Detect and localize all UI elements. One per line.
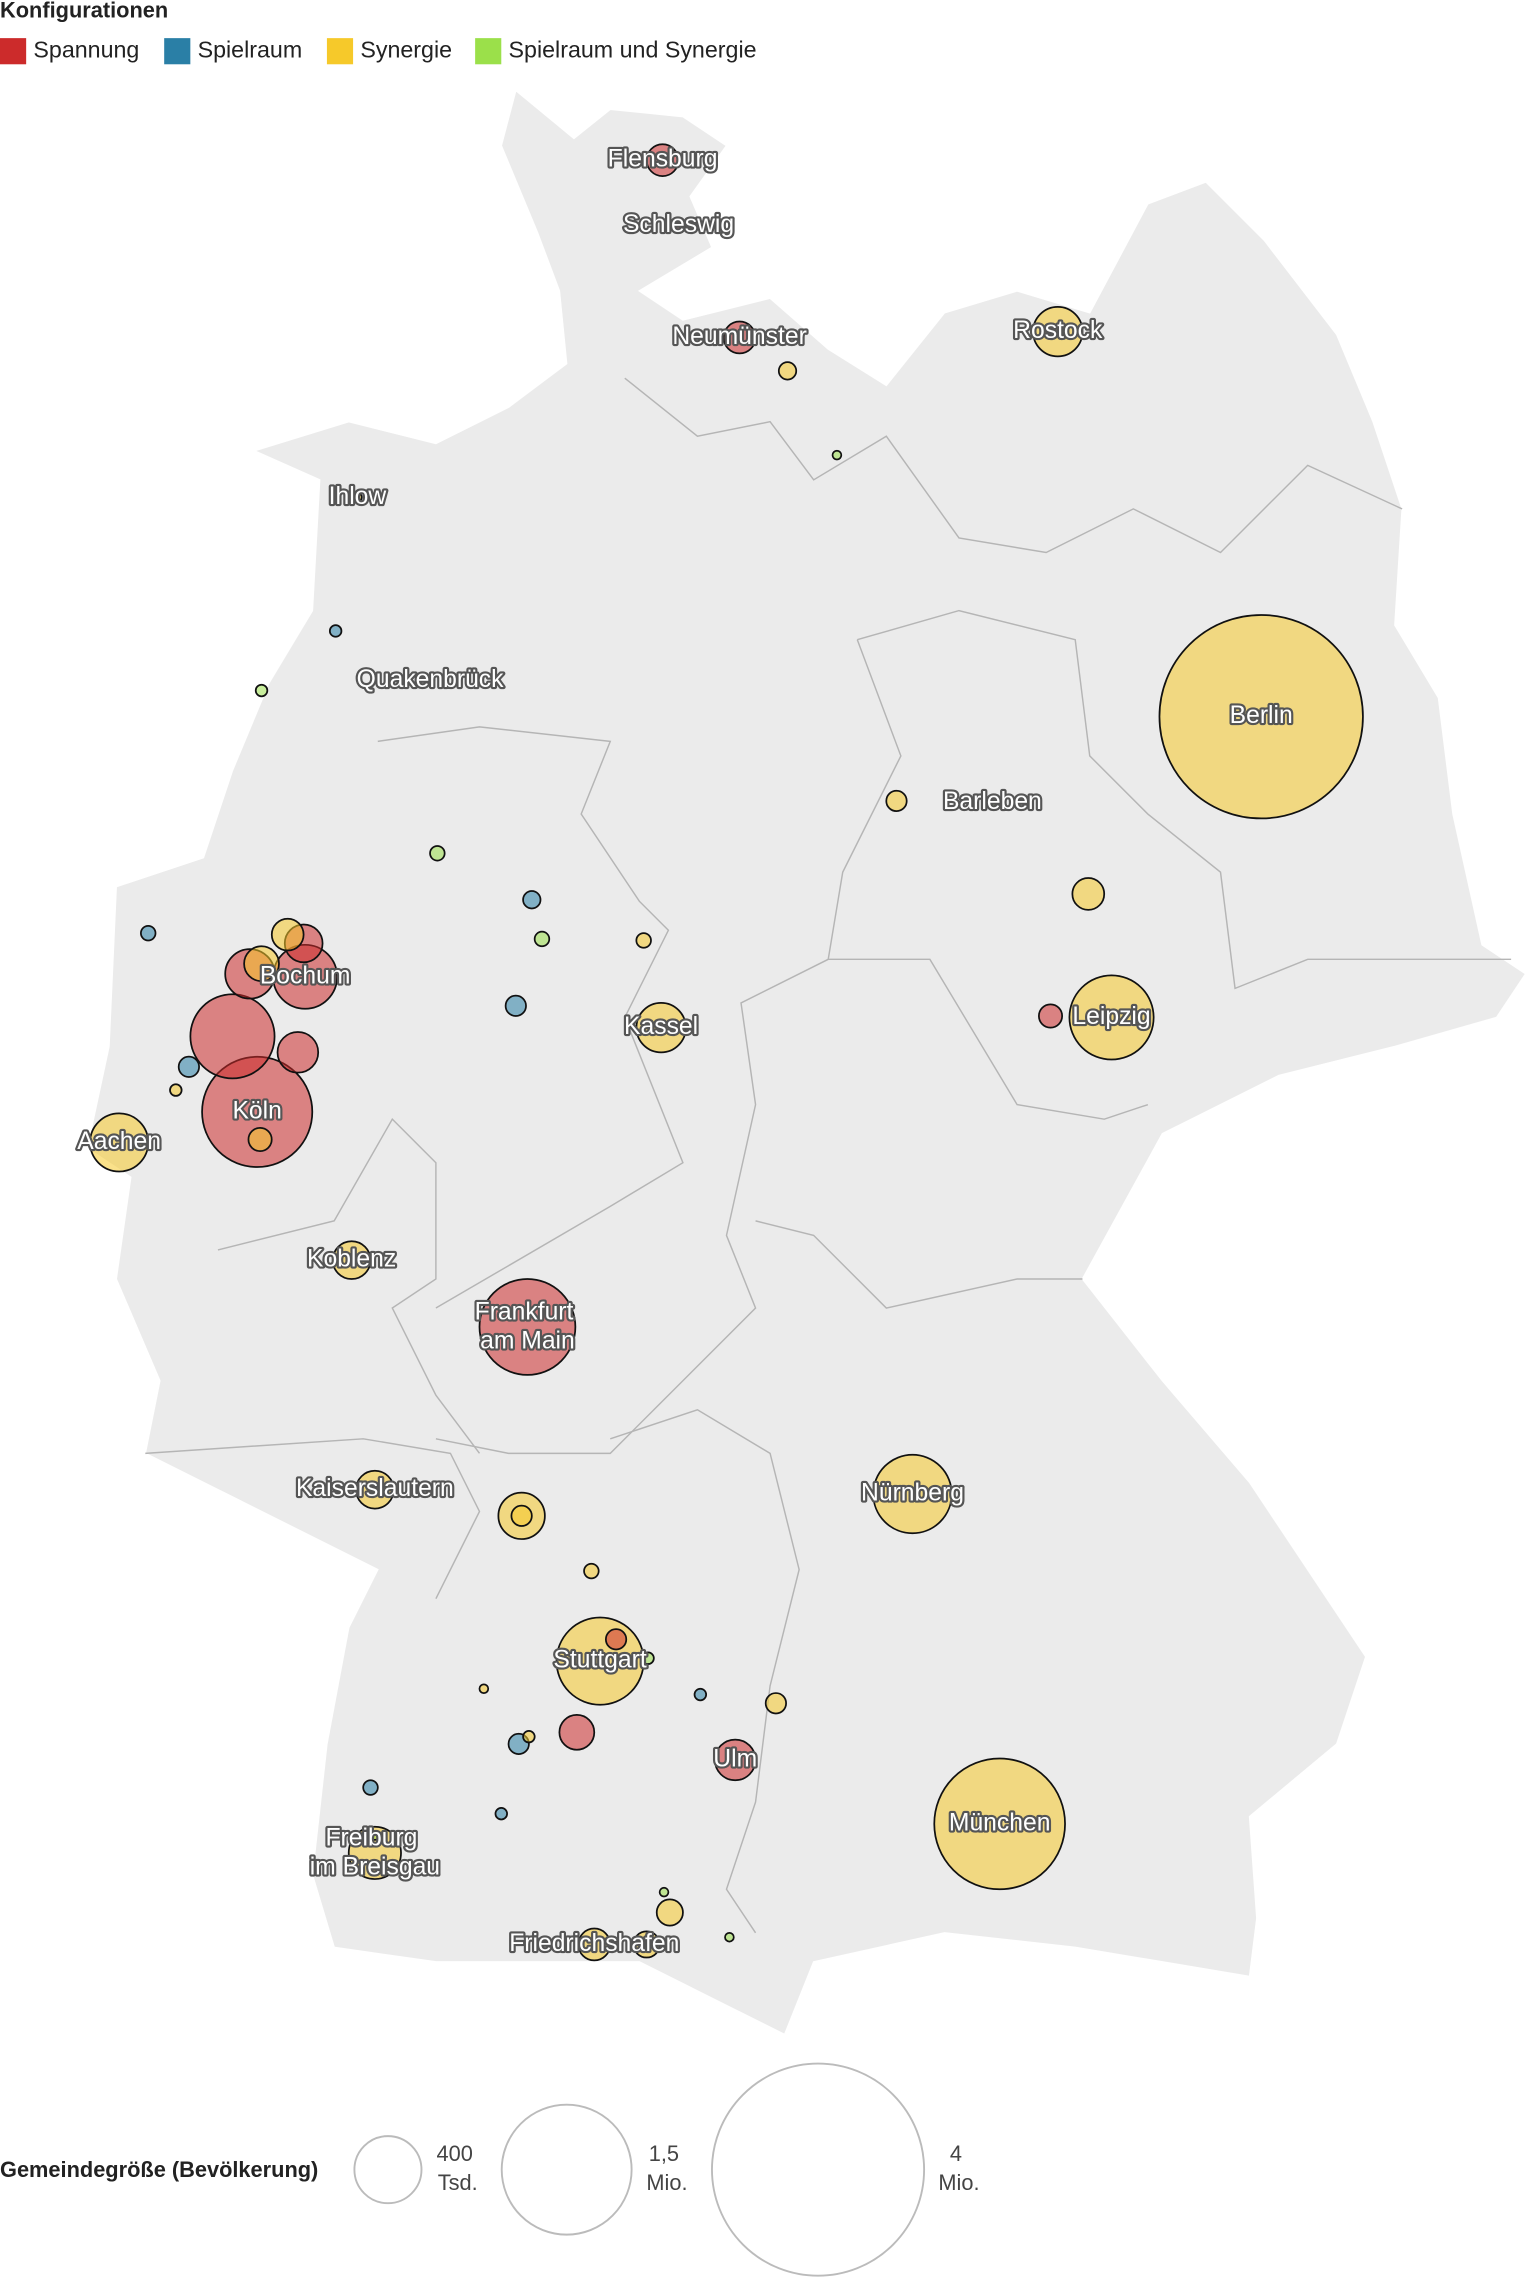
city-bubble [89,1112,150,1173]
city-label: Koblenz [307,1246,396,1273]
city-bubble [504,994,527,1017]
city-label: Kaiserslautern [296,1475,454,1502]
city-label: Leipzig [1072,1003,1150,1030]
legend-label: Spielraum [198,36,303,62]
legend-swatch [0,38,27,65]
size-legend-circle [353,2135,423,2205]
country-shape [86,89,1527,2036]
city-bubble [558,1714,596,1751]
city-bubble [714,1738,757,1782]
city-label: Flensburg [608,146,718,173]
city-bubble [243,945,280,982]
city-label: Stuttgart [553,1647,646,1674]
city-bubble [872,1453,953,1535]
city-bubble [328,624,343,638]
size-legend-circle [711,2062,926,2277]
city-label: Ihlow [329,483,387,510]
city-bubble [270,917,305,952]
city-bubble [331,1240,372,1280]
size-legend-circle [500,2103,633,2236]
city-bubble [424,675,436,686]
city-bubble [658,1886,670,1898]
city-bubble [693,1687,708,1702]
city-label: München [949,1809,1051,1836]
city-bubble [522,890,542,910]
city-bubble [478,1278,577,1376]
state-borders [145,377,1512,1934]
city-bubble [604,1628,628,1651]
city-label: Köln [232,1097,281,1124]
size-legend-label: 4 Mio. [938,2141,979,2195]
city-bubble [429,845,446,862]
legend-swatch [164,38,191,65]
city-bubble [645,143,680,177]
city-bubble [724,1931,735,1943]
city-bubble [140,924,157,942]
city-bubble [577,1927,612,1962]
city-label: Berlin [1230,702,1293,729]
city-bubble [355,1469,395,1510]
city-bubble [670,217,687,234]
city-bubble [1158,614,1364,820]
city-label: Nürnberg [861,1480,964,1507]
city-bubble [635,1002,687,1054]
city-label: Friedrichshafen [509,1930,679,1957]
city-bubble [1038,1003,1064,1029]
city-label: Rostock [1013,317,1103,344]
city-label: Quakenbrück [357,666,504,693]
city-bubble [478,1683,490,1694]
city-bubble [522,1729,536,1744]
city-bubble [247,1127,273,1152]
city-bubble [189,993,276,1080]
city-bubble [362,1779,379,1796]
city-label: Frankfurt am Main [475,1298,581,1354]
city-bubble [987,797,998,808]
city-bubble [933,1757,1066,1891]
city-bubble [635,932,652,949]
city-bubble [764,1692,787,1715]
city-bubble [655,1898,684,1927]
city-label: Neumünster [672,323,806,350]
legend-label: Synergie [360,36,452,62]
city-bubble [1071,877,1106,911]
city-bubble [533,930,551,948]
city-label: Aachen [77,1128,161,1155]
size-legend-label: 400 Tsd. [436,2141,478,2195]
city-bubble [369,1830,381,1841]
size-legend-title: Gemeindegröße (Bevölkerung) [0,2157,318,2182]
city-label: Bochum [260,962,351,989]
legend-title: Konfigurationen [0,0,168,23]
city-bubble [169,1083,183,1097]
city-bubble [494,1807,508,1821]
legend-swatch [326,38,354,65]
legend-swatch [475,38,502,65]
city-label: Freiburg im Breisgau [310,1824,440,1880]
legend-label: Spielraum und Synergie [509,36,757,62]
city-bubble [777,361,798,381]
city-bubble [510,1504,533,1527]
city-bubble [583,1562,600,1580]
city-bubble [276,1031,320,1074]
city-label: Kassel [624,1013,698,1040]
city-bubble [177,1055,200,1078]
size-legend-label: 1,5 Mio. [646,2141,687,2195]
city-label: Schleswig [623,211,734,238]
city-bubble [352,492,363,503]
city-bubble [885,789,908,813]
city-bubble [254,683,269,698]
city-bubble [1032,306,1084,358]
city-bubble [1068,974,1155,1061]
legend-label: Spannung [33,36,139,62]
city-label: Ulm [713,1745,757,1772]
city-bubble [347,1825,402,1880]
city-bubble [722,320,757,355]
city-label: Barleben [943,788,1042,815]
city-bubble [641,1651,655,1665]
city-bubble [632,1930,661,1959]
city-bubble [831,449,843,461]
